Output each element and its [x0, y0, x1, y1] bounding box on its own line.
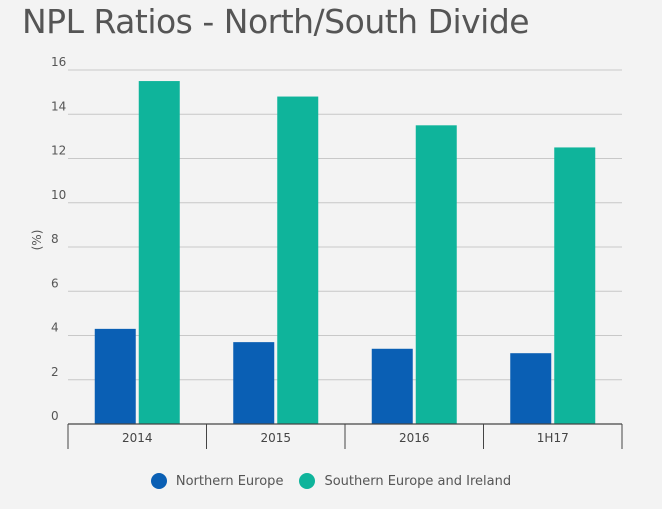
y-tick-label: 8 [51, 232, 59, 246]
x-tick-labels: 2014 2015 2016 1H17 [122, 431, 569, 445]
legend-marker-northern-europe [150, 473, 167, 489]
y-tick-label: 12 [51, 144, 66, 158]
y-tick-label: 4 [51, 321, 59, 335]
legend: Northern Europe Southern Europe and Irel… [0, 473, 662, 489]
bar-southern-europe-and-ireland[interactable] [138, 81, 180, 424]
x-tick-label: 2014 [122, 431, 153, 445]
legend-marker-southern-europe-and-ireland [299, 473, 316, 489]
y-tick-label: 2 [51, 365, 59, 379]
y-tick-label: 0 [51, 409, 59, 423]
x-tick-label: 2015 [260, 431, 291, 445]
chart-title: NPL Ratios - North/South Divide [22, 2, 530, 41]
bar-northern-europe[interactable] [233, 342, 275, 424]
bar-southern-europe-and-ireland[interactable] [277, 96, 319, 425]
x-tick-label: 1H17 [537, 431, 569, 445]
x-tick-label: 2016 [399, 431, 430, 445]
legend-item-southern-europe-and-ireland[interactable]: Southern Europe and Ireland [299, 473, 511, 489]
bar-southern-europe-and-ireland[interactable] [554, 147, 596, 424]
y-axis-label: (%) [30, 230, 44, 251]
y-tick-label: 6 [51, 276, 59, 290]
y-tick-label: 16 [51, 55, 66, 69]
bar-northern-europe[interactable] [94, 328, 136, 424]
y-tick-label: 14 [51, 99, 66, 113]
y-tick-label: 10 [51, 188, 66, 202]
bar-southern-europe-and-ireland[interactable] [415, 125, 457, 424]
bars [94, 81, 596, 425]
legend-item-northern-europe[interactable]: Northern Europe [150, 473, 284, 489]
y-tick-labels: 0 2 4 6 8 10 12 14 16 [51, 55, 66, 423]
bar-northern-europe[interactable] [510, 353, 552, 424]
x-axis [67, 423, 623, 449]
bar-northern-europe[interactable] [371, 348, 413, 424]
legend-label-southern-europe-and-ireland: Southern Europe and Ireland [324, 473, 512, 489]
legend-label-northern-europe: Northern Europe [175, 473, 284, 489]
